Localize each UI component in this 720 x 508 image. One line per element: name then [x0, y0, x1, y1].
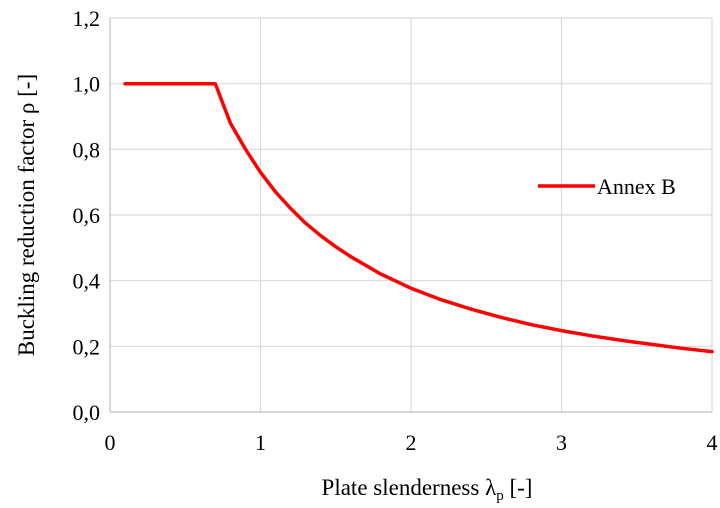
y-tick-label: 0,8: [73, 137, 101, 162]
x-tick-label: 2: [406, 430, 417, 455]
x-axis-title: Plate slenderness λp [-]: [322, 475, 533, 504]
y-axis-title: Buckling reduction factor ρ [-]: [14, 74, 39, 356]
y-tick-label: 1,0: [73, 72, 101, 97]
series-line-0: [123, 81, 714, 354]
axes: [109, 18, 712, 413]
y-tick-label: 0,0: [73, 400, 101, 425]
y-tick-label: 0,6: [73, 203, 101, 228]
y-tick-label: 0,2: [73, 334, 101, 359]
legend: Annex B: [538, 174, 676, 199]
x-tick-label: 1: [255, 430, 266, 455]
legend-label-annex-b: Annex B: [597, 174, 676, 199]
y-tick-label: 0,4: [73, 269, 101, 294]
x-axis-title-main: Plate slenderness λ: [322, 475, 498, 500]
tick-labels: 0,0 0,2 0,4 0,6 0,8 1,0 1,2 0 1 2 3 4: [73, 6, 718, 455]
y-tick-label: 1,2: [73, 6, 101, 31]
grid: [110, 17, 713, 412]
x-tick-label: 0: [105, 430, 116, 455]
x-tick-label: 3: [556, 430, 567, 455]
x-axis-title-suffix: [-]: [504, 475, 533, 500]
x-tick-label: 4: [707, 430, 718, 455]
series: [123, 81, 714, 354]
x-axis-title-subscript: p: [496, 488, 504, 504]
